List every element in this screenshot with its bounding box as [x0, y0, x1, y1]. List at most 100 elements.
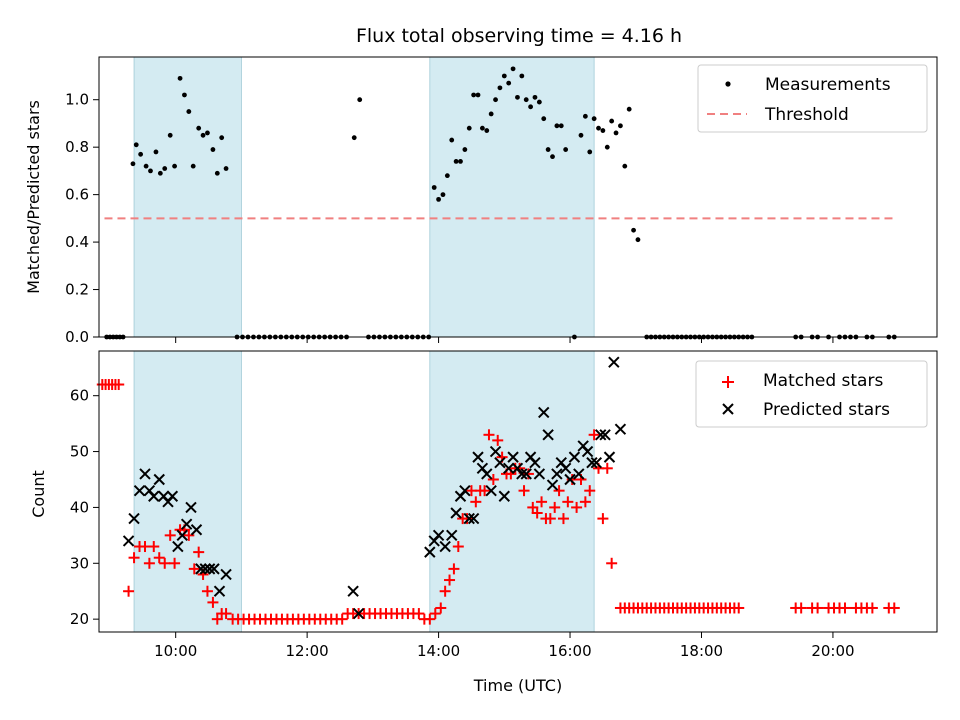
bottom-panel-frame — [98, 350, 938, 633]
measurement-point — [444, 173, 450, 179]
legend-predicted-label: Predicted stars — [763, 400, 890, 420]
matched-star-point — [193, 546, 205, 558]
measurement-point — [493, 97, 498, 103]
matched-star-point — [518, 485, 530, 497]
predicted-star-point — [594, 429, 607, 441]
predicted-star-point — [551, 468, 563, 480]
predicted-star-point — [516, 468, 528, 480]
y-tick-label: 50 — [70, 443, 89, 461]
measurement-point — [541, 116, 547, 122]
predicted-star-point — [203, 563, 216, 575]
measurement-point — [143, 163, 149, 169]
predicted-star-point — [122, 535, 135, 547]
y-tick-label: 1.0 — [65, 91, 89, 109]
measurement-point — [596, 125, 601, 131]
measurement-point — [578, 132, 584, 138]
matched-star-point — [588, 429, 600, 441]
x-tick-label: 16:00 — [548, 642, 591, 660]
matched-star-point — [439, 585, 451, 597]
bottom-legend-box — [695, 360, 928, 428]
measurement-point — [148, 168, 153, 174]
observing-window — [429, 56, 595, 338]
matched-star-point — [479, 485, 491, 497]
predicted-star-point — [564, 473, 576, 486]
measurement-point — [523, 97, 529, 103]
predicted-star-point — [485, 484, 497, 497]
x-tick-label: 10:00 — [154, 642, 197, 660]
measurement-point — [153, 149, 159, 155]
predicted-star-point — [568, 451, 581, 463]
measurement-point — [440, 192, 446, 198]
measurement-point — [357, 97, 363, 103]
matched-star-point — [164, 529, 176, 541]
y-tick-label: 0.4 — [65, 233, 89, 251]
matched-star-point — [211, 613, 223, 625]
observing-window — [133, 56, 242, 338]
predicted-star-point — [172, 540, 184, 553]
y-tick-label: 0.8 — [65, 138, 89, 156]
matched-star-point — [336, 613, 348, 625]
matched-star-point — [522, 468, 534, 480]
measurement-point — [609, 118, 615, 124]
predicted-star-point — [472, 451, 484, 463]
predicted-star-point — [542, 429, 554, 441]
measurement-point — [182, 92, 187, 98]
y-tick-label: 0.2 — [65, 281, 89, 299]
predicted-star-point — [213, 585, 226, 597]
matched-star-point — [188, 563, 200, 575]
matched-star-point — [557, 513, 569, 525]
predicted-star-point — [199, 563, 211, 575]
matched-star-point — [435, 602, 447, 614]
measurement-point — [600, 128, 606, 133]
measurement-point — [506, 80, 512, 86]
matched-star-point — [452, 541, 464, 553]
measurement-point — [351, 135, 357, 141]
top-legend: Measurements Threshold — [697, 64, 928, 133]
measurement-point — [515, 94, 520, 100]
y-tick-label: 30 — [70, 554, 89, 572]
measurement-point — [563, 147, 569, 152]
measurement-point — [582, 113, 588, 119]
matched-star-point — [866, 602, 878, 614]
predicted-star-point — [502, 462, 515, 475]
legend-threshold-label: Threshold — [764, 105, 849, 125]
matched-star-point — [470, 496, 482, 508]
measurement-point — [488, 111, 494, 117]
matched-star-point — [492, 434, 504, 446]
measurement-point — [497, 85, 503, 91]
legend-measurements-label: Measurements — [765, 75, 891, 95]
predicted-star-point — [559, 462, 572, 475]
predicted-star-point — [424, 546, 436, 558]
predicted-star-point — [614, 423, 627, 435]
x-tick-label: 20:00 — [811, 642, 854, 660]
matched-star-point — [571, 501, 583, 513]
matched-star-point — [220, 608, 232, 620]
x-tick-label: 14:00 — [417, 642, 460, 660]
measurement-point — [172, 163, 177, 169]
y-tick-label: 40 — [70, 498, 89, 516]
observing-window — [133, 350, 242, 633]
y-tick-label: 60 — [70, 387, 89, 405]
measurement-point — [167, 132, 173, 138]
measurement-point — [453, 159, 459, 164]
predicted-star-point — [153, 473, 165, 486]
predicted-star-point — [507, 451, 519, 463]
bottom-legend: Matched stars Predicted stars — [695, 360, 928, 428]
legend-measurements-marker — [725, 81, 731, 87]
predicted-star-point — [467, 512, 480, 525]
measurement-point — [205, 130, 210, 136]
predicted-star-point — [603, 451, 616, 463]
predicted-star-point — [446, 529, 458, 542]
measurement-point — [554, 123, 560, 129]
matched-star-point — [153, 552, 165, 564]
matched-star-point — [113, 379, 125, 391]
measurement-point — [130, 161, 136, 167]
measurement-point — [532, 94, 538, 100]
measurement-point — [462, 147, 468, 152]
measurement-point — [501, 73, 507, 79]
matched-star-point — [429, 608, 441, 620]
measurement-point — [219, 135, 225, 141]
y-tick-label: 20 — [70, 610, 89, 628]
predicted-star-point — [133, 484, 146, 497]
